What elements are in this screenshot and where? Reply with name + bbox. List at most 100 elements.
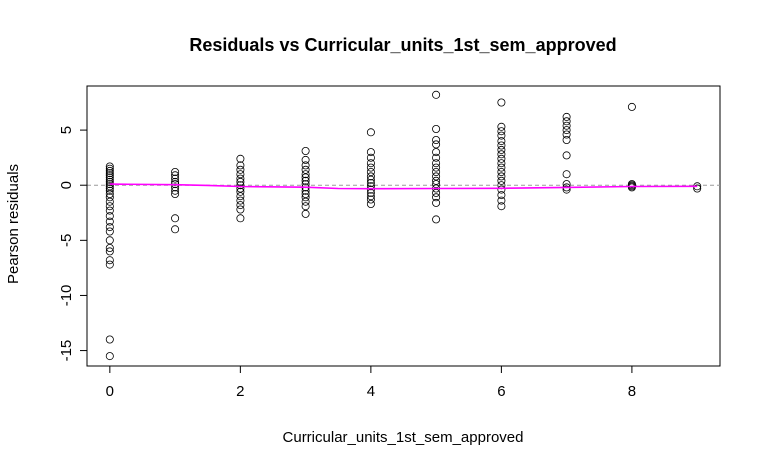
data-point bbox=[497, 159, 506, 168]
data-point bbox=[105, 256, 114, 265]
data-point bbox=[497, 191, 506, 200]
data-point bbox=[562, 151, 571, 160]
data-point bbox=[236, 174, 245, 183]
data-point bbox=[236, 205, 245, 214]
data-point bbox=[562, 185, 571, 194]
data-point bbox=[432, 188, 441, 197]
data-point bbox=[366, 182, 375, 191]
data-point bbox=[432, 172, 441, 181]
data-point bbox=[301, 165, 310, 174]
x-tick-label: 2 bbox=[236, 383, 244, 400]
data-point bbox=[432, 198, 441, 207]
data-point bbox=[432, 153, 441, 162]
y-tick-label: 5 bbox=[58, 126, 75, 134]
data-point bbox=[171, 189, 180, 198]
data-point bbox=[171, 167, 180, 176]
x-tick-label: 4 bbox=[367, 383, 375, 400]
data-point bbox=[366, 192, 375, 201]
data-point bbox=[432, 135, 441, 144]
data-point bbox=[627, 102, 636, 111]
y-tick-label: -15 bbox=[58, 340, 75, 362]
data-point bbox=[562, 126, 571, 135]
data-point bbox=[171, 186, 180, 195]
x-axis: 0 2 4 6 8 bbox=[106, 365, 636, 400]
data-point bbox=[105, 243, 114, 252]
data-point bbox=[105, 202, 114, 211]
data-point bbox=[301, 197, 310, 206]
data-point bbox=[497, 202, 506, 211]
data-point bbox=[562, 117, 571, 126]
y-axis-label: Pearson residuals bbox=[5, 164, 22, 284]
data-point bbox=[236, 177, 245, 186]
data-point bbox=[105, 217, 114, 226]
data-point bbox=[236, 196, 245, 205]
data-point bbox=[497, 196, 506, 205]
data-point bbox=[105, 177, 114, 186]
data-point bbox=[105, 206, 114, 215]
data-point bbox=[432, 163, 441, 172]
data-point bbox=[236, 170, 245, 179]
data-point bbox=[497, 122, 506, 131]
data-point bbox=[171, 214, 180, 223]
data-point bbox=[366, 167, 375, 176]
data-point bbox=[105, 352, 114, 361]
data-point bbox=[301, 209, 310, 218]
data-point bbox=[366, 178, 375, 187]
data-point bbox=[627, 183, 636, 192]
plot-frame bbox=[86, 85, 721, 367]
data-point bbox=[366, 148, 375, 157]
data-point bbox=[497, 167, 506, 176]
data-point bbox=[497, 172, 506, 181]
data-point bbox=[693, 184, 702, 193]
data-point bbox=[432, 176, 441, 185]
data-point bbox=[432, 90, 441, 99]
data-point bbox=[105, 182, 114, 191]
y-tick-label: -10 bbox=[58, 285, 75, 307]
data-point bbox=[497, 176, 506, 185]
data-point bbox=[562, 112, 571, 121]
data-point bbox=[171, 171, 180, 180]
smoother-line bbox=[109, 183, 698, 190]
data-point bbox=[105, 169, 114, 178]
data-point bbox=[105, 175, 114, 184]
data-point bbox=[105, 212, 114, 221]
data-point bbox=[236, 184, 245, 193]
data-point bbox=[236, 161, 245, 170]
smoother-layer bbox=[109, 183, 698, 190]
data-point bbox=[236, 187, 245, 196]
data-point bbox=[497, 154, 506, 163]
x-axis-label: Curricular_units_1st_sem_approved bbox=[283, 429, 524, 446]
data-point bbox=[562, 135, 571, 144]
data-point bbox=[497, 127, 506, 136]
data-point bbox=[432, 148, 441, 157]
x-tick-label: 8 bbox=[628, 383, 636, 400]
data-point bbox=[301, 146, 310, 155]
data-point bbox=[236, 165, 245, 174]
chart-title: Residuals vs Curricular_units_1st_sem_ap… bbox=[189, 35, 616, 55]
x-tick-label: 0 bbox=[106, 383, 114, 400]
data-point bbox=[105, 162, 114, 171]
data-point bbox=[301, 173, 310, 182]
data-point bbox=[562, 121, 571, 130]
data-point bbox=[105, 227, 114, 236]
data-point bbox=[301, 170, 310, 179]
data-point bbox=[432, 215, 441, 224]
y-tick-label: -5 bbox=[58, 234, 75, 247]
data-point bbox=[366, 153, 375, 162]
data-point bbox=[497, 141, 506, 150]
data-point bbox=[301, 161, 310, 170]
data-point bbox=[497, 131, 506, 140]
data-point bbox=[236, 192, 245, 201]
data-point bbox=[105, 164, 114, 173]
data-point bbox=[105, 193, 114, 202]
data-point bbox=[366, 128, 375, 137]
data-point bbox=[301, 189, 310, 198]
data-point bbox=[105, 173, 114, 182]
data-point bbox=[171, 183, 180, 192]
data-point bbox=[236, 181, 245, 190]
data-point bbox=[301, 155, 310, 164]
data-point bbox=[432, 193, 441, 202]
data-point bbox=[236, 214, 245, 223]
data-point bbox=[497, 150, 506, 159]
